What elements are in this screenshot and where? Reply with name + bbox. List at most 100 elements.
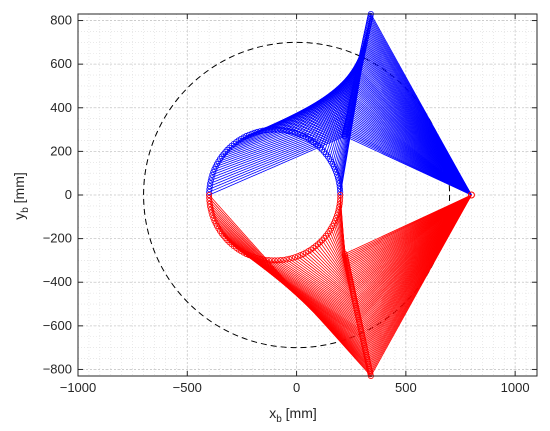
axis-labels: xb [mm] yb [mm]	[11, 172, 317, 425]
data-marker	[283, 256, 290, 263]
link-line	[209, 134, 346, 193]
link-line	[231, 102, 352, 147]
data-marker	[248, 253, 255, 260]
plot-area	[143, 10, 475, 379]
link-line	[329, 230, 350, 277]
link-line	[215, 118, 349, 167]
link-line	[233, 100, 353, 145]
y-tick-label: 600	[50, 56, 72, 71]
data-marker	[332, 217, 339, 224]
data-marker	[251, 254, 258, 261]
data-marker	[330, 220, 337, 227]
link-line	[213, 121, 348, 173]
data-marker	[332, 166, 339, 173]
link-line	[283, 259, 357, 311]
x-tick-label: −500	[173, 380, 202, 395]
link-line	[291, 257, 356, 305]
axes: −1000 −500 0 500 1000 −800 −600 −400 −200 0 200 400…	[43, 13, 538, 395]
link-line	[277, 260, 358, 314]
data-marker	[335, 177, 342, 184]
link-line	[225, 107, 351, 153]
link-line	[257, 257, 361, 326]
link-line	[243, 252, 363, 335]
link-line	[240, 95, 354, 140]
data-marker	[336, 203, 343, 210]
data-marker	[211, 217, 218, 224]
data-marker	[337, 186, 344, 193]
link-line	[315, 245, 353, 290]
link-line	[248, 254, 362, 331]
y-tick-label: 200	[50, 143, 72, 158]
data-marker	[337, 191, 344, 198]
series-red	[206, 191, 472, 379]
data-marker	[207, 203, 214, 210]
link-line	[265, 259, 360, 321]
link-line	[221, 111, 351, 157]
link-line	[210, 128, 347, 184]
link-line	[246, 92, 355, 137]
link-line	[344, 135, 472, 196]
data-marker	[297, 252, 304, 259]
x-tick-label: −1000	[60, 380, 97, 395]
data-marker	[333, 169, 340, 176]
data-marker	[257, 255, 264, 262]
data-marker	[262, 256, 269, 263]
link-line	[236, 99, 353, 143]
link-line	[286, 259, 357, 309]
data-marker	[317, 239, 324, 246]
data-marker	[206, 194, 213, 201]
link-line	[209, 132, 346, 190]
data-marker	[334, 174, 341, 181]
link-line	[344, 194, 472, 255]
y-tick-label: −600	[43, 318, 72, 333]
data-marker	[337, 189, 344, 196]
data-marker	[245, 252, 252, 259]
link-line	[339, 194, 346, 254]
link-line	[254, 256, 361, 328]
y-axis-label: yb [mm]	[11, 172, 31, 220]
data-marker	[294, 130, 301, 137]
link-line	[280, 259, 358, 312]
link-line	[262, 259, 360, 323]
y-tick-label: −800	[43, 361, 72, 376]
link-line	[219, 113, 350, 160]
data-marker	[291, 254, 298, 261]
y-tick-label: 0	[65, 187, 72, 202]
data-marker	[294, 253, 301, 260]
data-marker	[260, 256, 267, 263]
x-tick-label: 0	[293, 380, 300, 395]
data-marker	[271, 257, 278, 264]
link-line	[212, 123, 348, 176]
link-line	[294, 256, 356, 304]
link-line	[251, 255, 361, 330]
link-line	[268, 259, 359, 319]
link-line	[210, 127, 347, 181]
y-tick-label: −200	[43, 231, 72, 246]
x-tick-label: 1000	[501, 380, 530, 395]
link-line	[218, 114, 350, 162]
link-line	[229, 104, 352, 149]
link-line	[214, 120, 349, 170]
y-tick-label: −400	[43, 274, 72, 289]
link-line	[300, 254, 355, 300]
link-line	[216, 116, 349, 165]
link-line	[302, 253, 355, 298]
data-marker	[289, 255, 296, 262]
data-marker	[207, 206, 214, 213]
link-line	[223, 109, 351, 155]
reference-circle	[143, 41, 451, 349]
link-line	[243, 93, 354, 138]
data-marker	[209, 212, 216, 219]
grid	[77, 14, 538, 376]
data-marker	[265, 257, 272, 264]
link-line	[240, 250, 363, 337]
link-line	[227, 106, 352, 151]
data-marker	[224, 237, 231, 244]
link-line	[209, 130, 346, 187]
y-tick-label: 400	[50, 100, 72, 115]
data-marker	[336, 180, 343, 187]
data-marker	[291, 129, 298, 136]
data-marker	[243, 250, 250, 257]
x-tick-label: 500	[395, 380, 417, 395]
